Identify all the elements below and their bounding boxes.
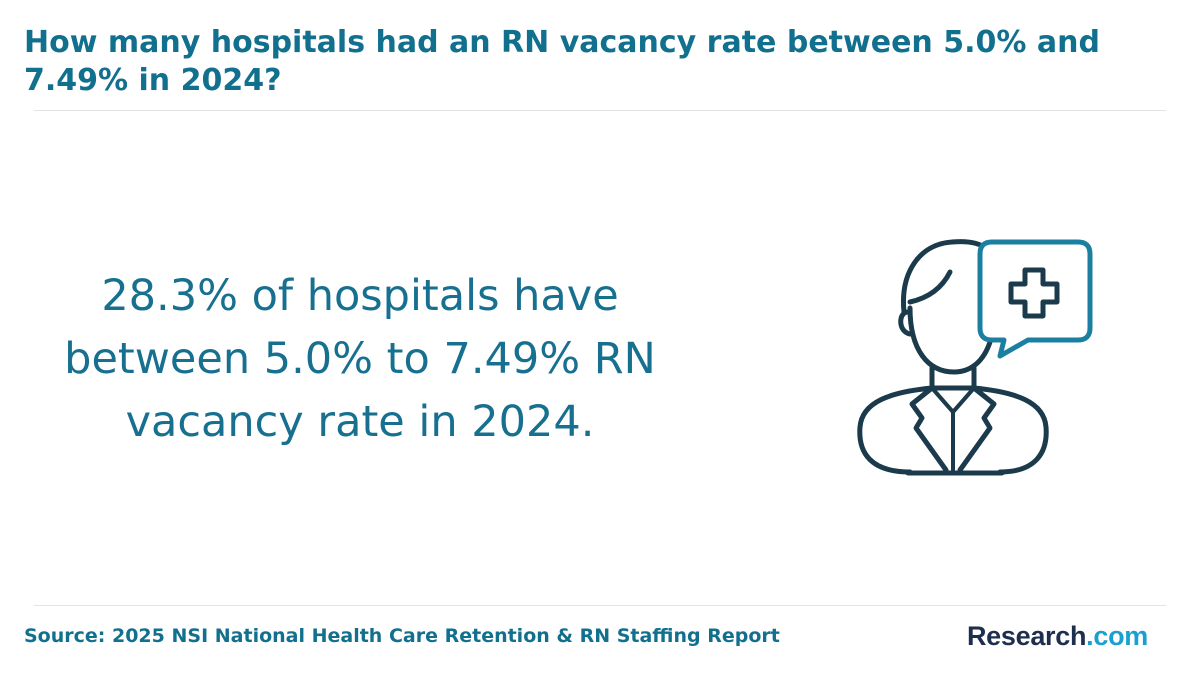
neck-outline xyxy=(929,365,977,391)
statement-line-3: vacancy rate in 2024. xyxy=(125,397,595,447)
brand-logo[interactable]: Research.com xyxy=(967,620,1148,652)
medical-cross-icon xyxy=(1008,267,1060,319)
face-outline xyxy=(907,305,993,375)
top-divider xyxy=(34,110,1166,111)
torso-outline xyxy=(857,385,1049,475)
shirt-collar xyxy=(930,386,976,414)
statement-line-2: between 5.0% to 7.49% RN xyxy=(64,334,656,384)
source-citation: Source: 2025 NSI National Health Care Re… xyxy=(24,625,780,647)
page-title: How many hospitals had an RN vacancy rat… xyxy=(24,25,1100,98)
doctor-with-medical-cross-icon xyxy=(857,239,1093,476)
ear-outline xyxy=(898,309,913,337)
head-outline xyxy=(900,239,985,315)
hair-line xyxy=(907,269,953,305)
brand-name: Research xyxy=(966,621,1087,651)
speech-bubble-outline xyxy=(977,239,1093,359)
statistic-statement: 28.3% of hospitals have between 5.0% to … xyxy=(40,265,680,454)
coat-lapel-left xyxy=(909,385,949,473)
brand-tld: .com xyxy=(1086,621,1148,651)
coat-lapel-right xyxy=(957,385,997,473)
bottom-divider xyxy=(34,605,1166,606)
statement-line-1: 28.3% of hospitals have xyxy=(101,271,619,321)
